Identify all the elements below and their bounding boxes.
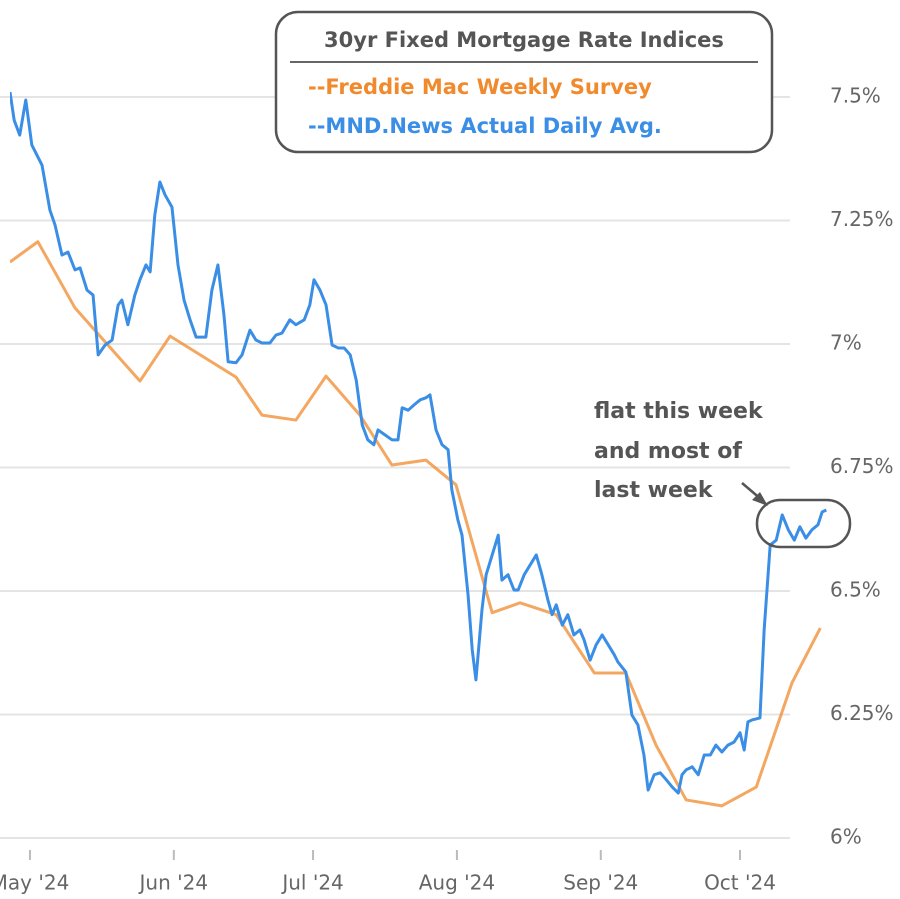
axes: 6% 6.25% 6.5% 6.75% 7% 7.25% 7.5% May '24 Jun '2… [0, 83, 894, 894]
legend-entry: --Freddie Mac Weekly Survey [308, 75, 652, 99]
grid [0, 95, 790, 839]
x-tick-label: Aug '24 [419, 871, 495, 895]
x-tick-label: May '24 [0, 871, 69, 895]
y-tick-label: 7.25% [830, 207, 894, 231]
y-tick-label: 6.5% [830, 577, 881, 601]
plot-area [10, 91, 827, 808]
series-line [10, 240, 822, 808]
annotation: flat this week [594, 399, 764, 424]
annotation: last week [594, 478, 714, 503]
x-tick-label: Jul '24 [280, 871, 343, 895]
legend-box [274, 10, 774, 154]
y-tick-label: 7.5% [830, 83, 881, 107]
legend-entry: --MND.News Actual Daily Avg. [308, 114, 662, 138]
y-tick-label: 6% [830, 824, 862, 848]
y-tick-label: 6.25% [830, 701, 894, 725]
y-tick-label: 7% [830, 330, 862, 354]
x-tick-label: Jun '24 [138, 871, 209, 895]
highlight-ellipse [755, 498, 852, 549]
annotation: and most of [594, 439, 742, 464]
legend-title: 30yr Fixed Mortgage Rate Indices [324, 28, 724, 52]
annotation-arrowhead [752, 492, 768, 506]
series-line [10, 91, 827, 795]
y-tick-label: 6.75% [830, 454, 894, 478]
x-tick-label: Sep '24 [563, 871, 638, 895]
x-tick-label: Oct '24 [704, 871, 776, 895]
